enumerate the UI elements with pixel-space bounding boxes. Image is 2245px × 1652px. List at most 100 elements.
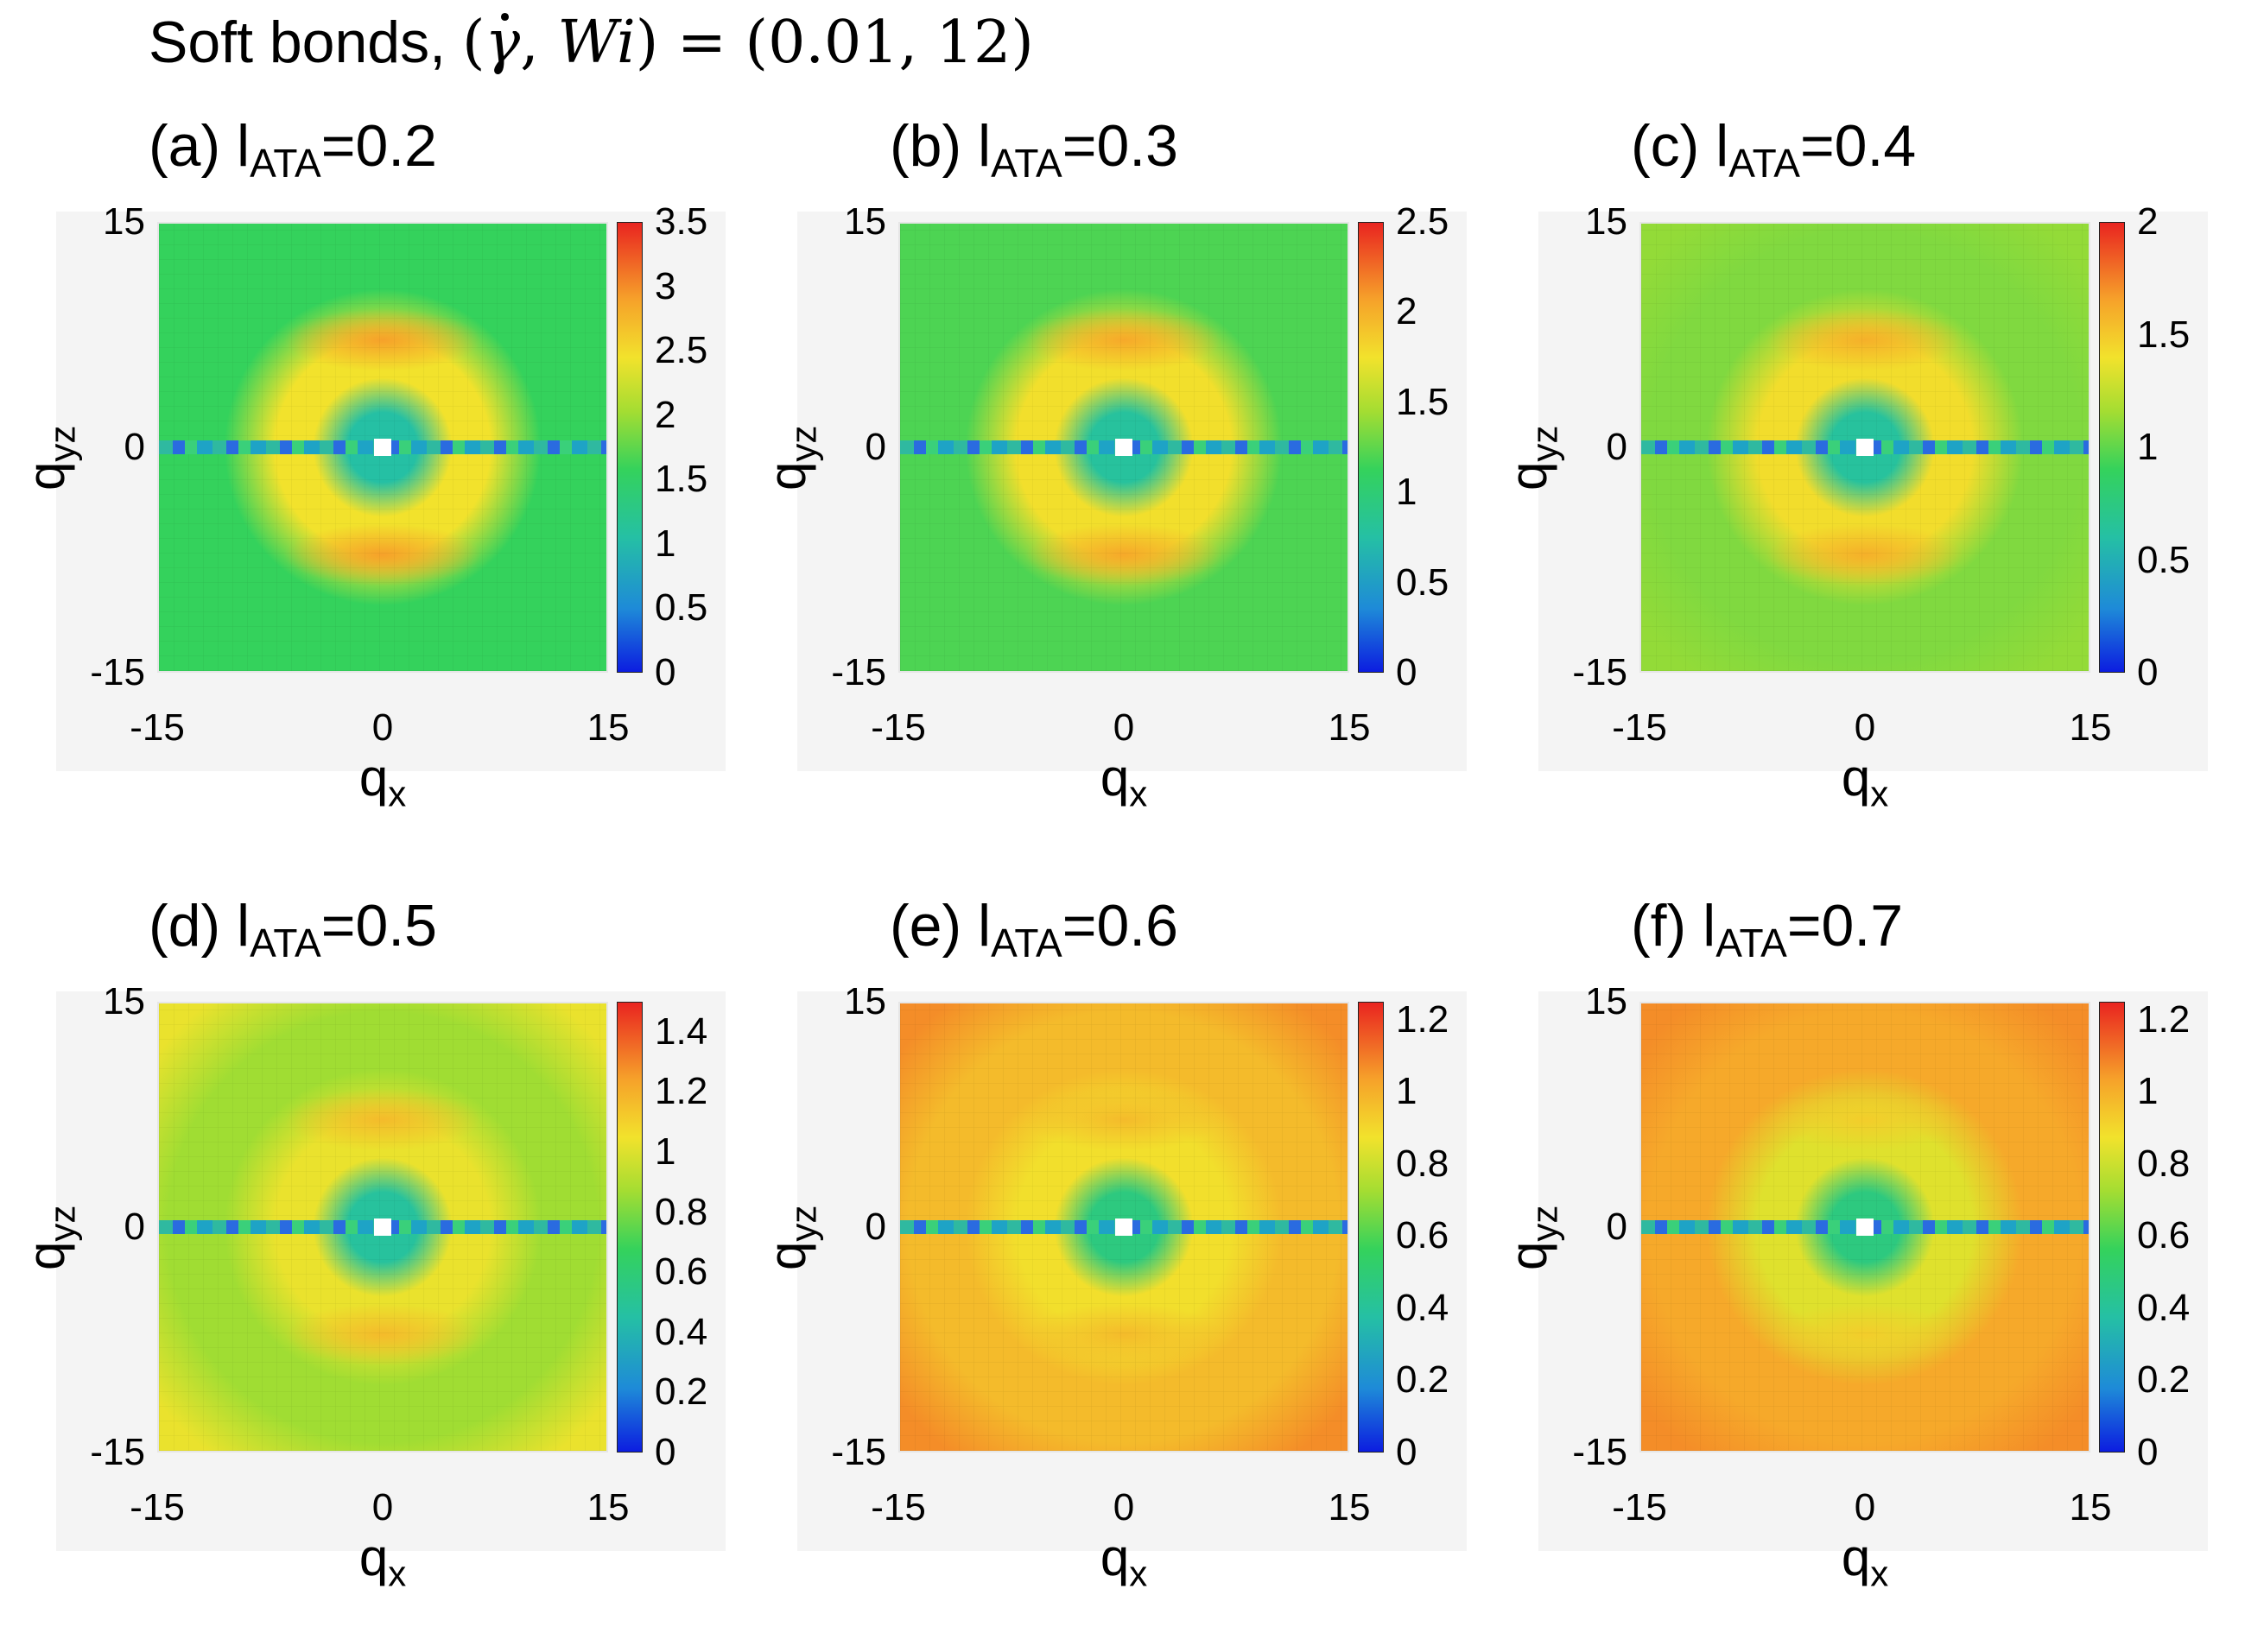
- colorbar-tick: 0.8: [1396, 1142, 1449, 1185]
- x-axis-label-main: q: [1841, 749, 1871, 807]
- heatmap-panel-e: (e) lATA=0.6 1.2 1 0.8 0.6 0.4 0.2 0 15 0 -15 -15 0 1…: [758, 892, 1515, 1652]
- panel-label-prefix: (c) l: [1631, 113, 1729, 179]
- x-axis-label-sub: x: [1129, 773, 1148, 814]
- panel-label-sub: ATA: [991, 140, 1062, 186]
- colorbar-tick: 0.8: [2137, 1142, 2191, 1185]
- y-axis-label: qyz: [1500, 426, 1565, 491]
- x-tick-label: 15: [1328, 706, 1371, 749]
- colorbar: [1358, 1002, 1384, 1453]
- y-axis-label-main: q: [1500, 1241, 1557, 1270]
- colorbar: [1358, 222, 1384, 673]
- x-tick-label: -15: [1612, 1486, 1667, 1529]
- y-tick-label: 15: [844, 980, 886, 1022]
- panel-label-sub: ATA: [1728, 140, 1800, 186]
- x-tick-label: 0: [1854, 1486, 1876, 1529]
- y-axis-label-sub: yz: [783, 425, 824, 462]
- colorbar-tick: 0.5: [655, 586, 708, 630]
- figure-title: Soft bonds, (γ, Wi) = (0.01, 12): [149, 9, 1034, 77]
- x-tick-label: -15: [130, 1486, 185, 1529]
- math-wi: Wi: [557, 9, 636, 77]
- colorbar-tick: 3: [655, 264, 676, 307]
- x-axis-label: qx: [1100, 1532, 1147, 1592]
- heatmap-image: [157, 1002, 608, 1453]
- y-tick-label: 15: [103, 200, 145, 243]
- colorbar: [2099, 1002, 2125, 1453]
- y-axis-label-main: q: [758, 461, 816, 491]
- colorbar: [2099, 222, 2125, 673]
- y-tick-label: 0: [865, 426, 886, 468]
- x-axis-label: qx: [1841, 1529, 1888, 1592]
- x-tick-label: -15: [1612, 706, 1667, 749]
- panel-label-value: =0.2: [320, 113, 437, 179]
- panel-label-value: =0.4: [1799, 113, 1917, 179]
- x-axis-label-sub: x: [1870, 773, 1889, 814]
- colorbar-tick: 0.6: [655, 1250, 708, 1294]
- math-open-paren: (: [461, 9, 485, 77]
- colorbar-tick: 1: [655, 522, 676, 565]
- center-mask: [1115, 1218, 1132, 1236]
- figure-title-text: Soft bonds,: [149, 9, 447, 75]
- y-axis-label-main: q: [17, 461, 75, 491]
- y-axis-label-sub: yz: [41, 425, 83, 462]
- colorbar-tick: 0.5: [2137, 538, 2191, 581]
- y-tick-label: 15: [844, 200, 886, 243]
- panel-label-value: =0.5: [320, 893, 437, 959]
- colorbar-tick: 0.6: [2137, 1214, 2191, 1257]
- colorbar-tick: 2: [1396, 290, 1417, 333]
- colorbar-tick: 1.2: [1396, 997, 1449, 1041]
- colorbar-tick: 0.4: [2137, 1286, 2191, 1329]
- x-tick-label: 15: [587, 1486, 630, 1529]
- math-close-paren: ): [635, 9, 659, 77]
- math-gamma-dot: γ: [485, 9, 521, 77]
- colorbar-tick: 0: [655, 1431, 676, 1473]
- x-axis-label-main: q: [1100, 749, 1130, 807]
- y-axis-label-sub: yz: [41, 1205, 83, 1242]
- heatmap-panel-c: (c) lATA=0.4 2 1.5 1 0.5 0 15 0 -15 -15 0 15 qx qyz: [1500, 112, 2245, 872]
- x-axis-label-main: q: [358, 1529, 389, 1586]
- colorbar-tick: 2.5: [655, 329, 708, 372]
- colorbar-tick: 1.2: [2137, 997, 2191, 1041]
- y-tick-label: 0: [1606, 1206, 1627, 1248]
- x-tick-label: 0: [371, 1486, 394, 1529]
- center-mask: [374, 439, 391, 456]
- colorbar-tick: 0: [2137, 651, 2159, 693]
- panel-label: (b) lATA=0.3: [890, 112, 1178, 183]
- x-axis-label: qx: [358, 1529, 406, 1592]
- colorbar-tick: 0: [1396, 1431, 1417, 1473]
- y-axis-label-main: q: [758, 1241, 816, 1270]
- colorbar-tick: 1: [1396, 1070, 1417, 1113]
- y-tick-label: 0: [865, 1206, 886, 1248]
- panel-label-prefix: (e) l: [890, 893, 992, 959]
- colorbar-tick: 0: [1396, 651, 1417, 693]
- panel-label-value: =0.7: [1786, 893, 1904, 959]
- panel-label-value: =0.6: [1062, 893, 1178, 959]
- y-tick-label: 0: [1606, 426, 1627, 468]
- x-tick-label: 15: [587, 706, 630, 749]
- x-axis-label-sub: x: [388, 1553, 407, 1594]
- panel-label-prefix: (d) l: [149, 893, 251, 959]
- x-axis-label-main: q: [1841, 1529, 1871, 1586]
- colorbar-tick: 1.4: [655, 1010, 708, 1053]
- y-axis-label: qyz: [1500, 1206, 1565, 1270]
- colorbar-tick: 0.6: [1396, 1214, 1449, 1257]
- colorbar: [617, 1002, 643, 1453]
- panel-label-prefix: (a) l: [149, 113, 251, 179]
- heatmap-image: [1639, 1002, 2090, 1453]
- x-tick-label: -15: [871, 706, 926, 749]
- x-axis-label: qx: [359, 752, 406, 813]
- colorbar-tick: 1.5: [1396, 380, 1449, 423]
- colorbar-tick: 0.4: [1396, 1286, 1449, 1329]
- colorbar-tick: 1: [2137, 1070, 2159, 1113]
- panel-label-sub: ATA: [250, 140, 321, 186]
- x-tick-label: -15: [130, 706, 185, 749]
- heatmap-panel-f: (f) lATA=0.7 1.2 1 0.8 0.6 0.4 0.2 0 15 0 -15 -15 0 1…: [1500, 892, 2245, 1652]
- x-tick-label: 0: [1113, 1486, 1135, 1529]
- heatmap-panel-a: (a) lATA=0.2 3.5 3 2.5 2 1.5 1 0.5 0 15 0 -15 -15 0 15…: [17, 112, 774, 872]
- y-axis-label-sub: yz: [1524, 1205, 1565, 1242]
- panel-label-sub: ATA: [250, 920, 321, 965]
- y-tick-label: -15: [90, 1431, 145, 1473]
- y-tick-label: 15: [1585, 980, 1627, 1022]
- y-tick-label: -15: [1572, 1431, 1627, 1473]
- colorbar-tick: 0.4: [655, 1310, 708, 1353]
- y-axis-label-sub: yz: [1524, 425, 1565, 462]
